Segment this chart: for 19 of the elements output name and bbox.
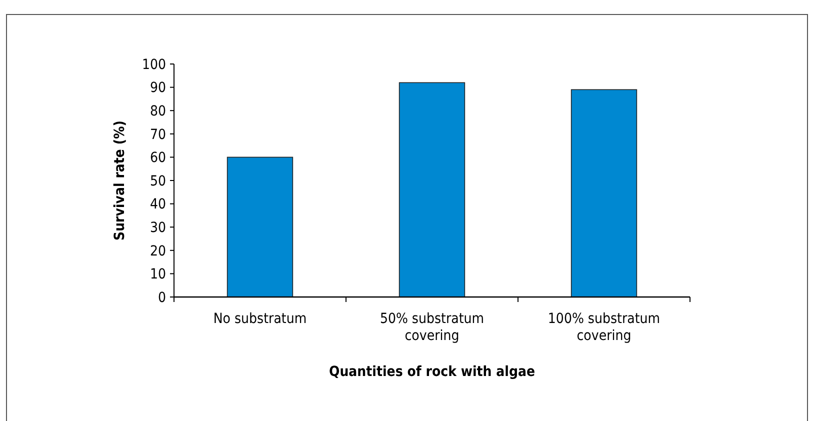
y-tick-label: 100: [142, 56, 166, 73]
x-tick-label: No substratum: [213, 311, 307, 327]
y-tick-label: 50: [150, 173, 166, 190]
y-tick-label: 10: [150, 266, 166, 283]
x-axis-title: Quantities of rock with algae: [328, 364, 536, 380]
y-tick-label: 60: [150, 150, 166, 166]
x-tick-label: 50% substratum covering: [380, 311, 484, 344]
y-tick-label: 40: [150, 196, 166, 213]
x-tick-label: 100% substratum covering: [548, 311, 660, 344]
y-tick-label: 0: [158, 290, 166, 306]
y-tick-label: 90: [150, 80, 166, 96]
y-tick-label: 20: [150, 243, 166, 260]
y-tick-label: 30: [150, 220, 166, 236]
y-axis-title: Survival rate (%): [112, 120, 128, 240]
bar: [570, 89, 638, 298]
bar: [398, 82, 466, 298]
y-tick-label: 80: [150, 104, 166, 120]
y-tick-label: 70: [150, 126, 166, 143]
bar: [226, 156, 294, 298]
